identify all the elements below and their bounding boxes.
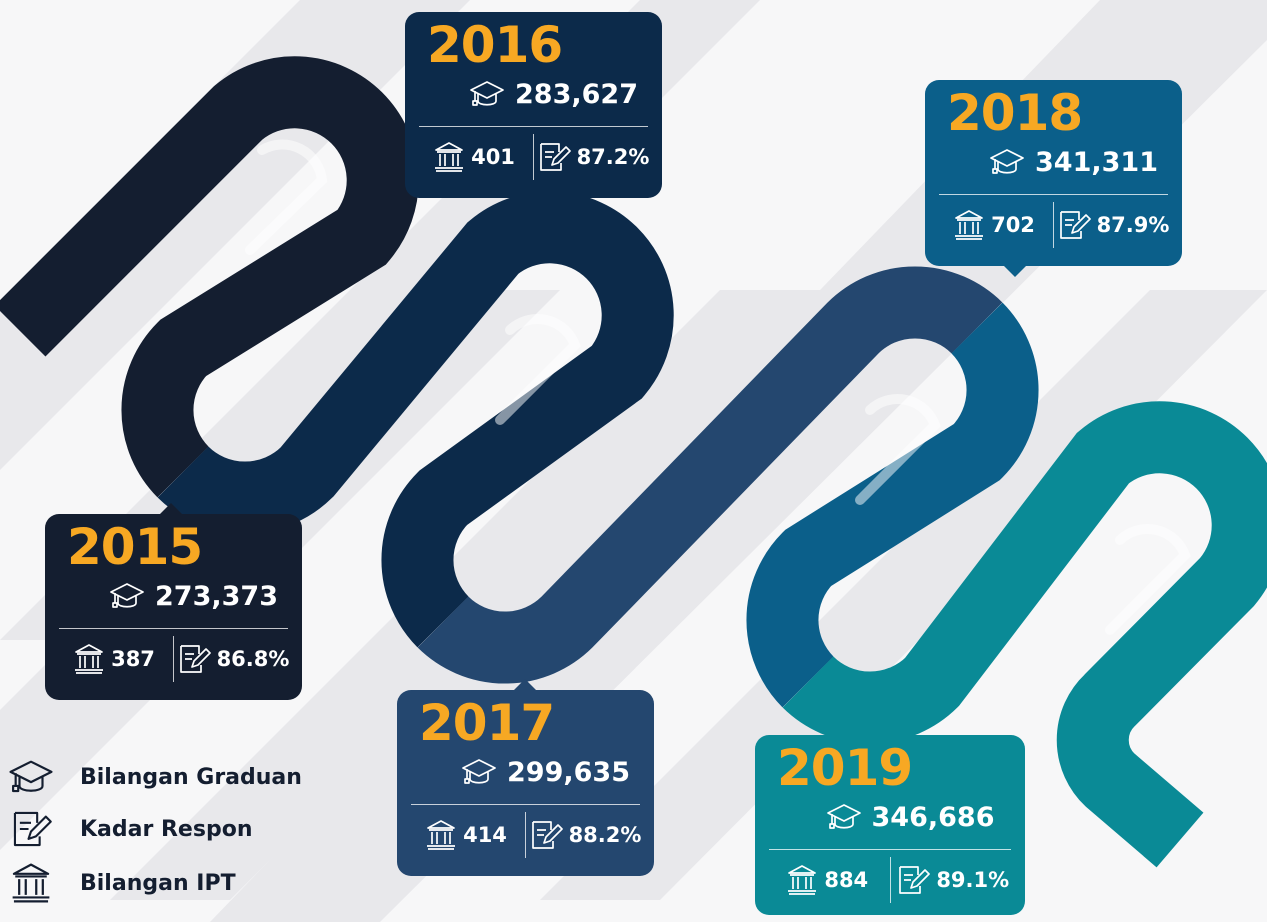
institution-icon bbox=[433, 141, 465, 173]
card-pointer bbox=[542, 198, 564, 209]
card-pointer bbox=[514, 679, 536, 690]
separator bbox=[769, 849, 1011, 850]
institution-icon bbox=[953, 209, 985, 241]
year: 2019 bbox=[777, 739, 912, 797]
institutions-value: 884 bbox=[824, 868, 868, 892]
response-icon bbox=[537, 140, 571, 174]
graduate-icon bbox=[109, 580, 145, 612]
legend-icon bbox=[8, 808, 58, 850]
graduates-row: 341,311 bbox=[925, 146, 1182, 178]
graduates-row: 273,373 bbox=[45, 580, 302, 612]
response-icon bbox=[529, 818, 563, 852]
card-pointer bbox=[160, 503, 182, 514]
response-rate-value: 87.2% bbox=[577, 145, 650, 169]
graduate-icon bbox=[989, 146, 1025, 178]
stats-row: 414 88.2% bbox=[407, 810, 644, 860]
legend-icon bbox=[8, 756, 58, 798]
response-rate-value: 86.8% bbox=[217, 647, 290, 671]
response-rate: 89.1% bbox=[891, 863, 1016, 897]
institutions-value: 387 bbox=[111, 647, 155, 671]
year-card: 2019 346,686 884 89.1% bbox=[755, 735, 1025, 915]
response-icon bbox=[896, 863, 930, 897]
legend-label: Bilangan Graduan bbox=[80, 765, 302, 790]
institution-icon bbox=[786, 864, 818, 896]
graduates-row: 283,627 bbox=[405, 78, 662, 110]
graduates-value: 346,686 bbox=[872, 802, 995, 833]
institutions: 702 bbox=[935, 209, 1053, 241]
graduate-icon bbox=[826, 801, 862, 833]
year-card: 2016 283,627 401 87.2% bbox=[405, 12, 662, 198]
year: 2017 bbox=[419, 694, 554, 752]
legend-item: Bilangan Graduan bbox=[8, 756, 302, 798]
institution-icon bbox=[8, 862, 54, 904]
graduate-icon bbox=[469, 78, 505, 110]
year-card: 2015 273,373 387 86.8% bbox=[45, 514, 302, 700]
response-rate-value: 89.1% bbox=[936, 868, 1009, 892]
graduates-value: 299,635 bbox=[507, 757, 630, 788]
legend-item: Kadar Respon bbox=[8, 808, 252, 850]
graduates-row: 346,686 bbox=[755, 801, 1025, 833]
graduate-icon bbox=[8, 756, 54, 798]
response-icon bbox=[177, 642, 211, 676]
page: 2015273,37338786.8%2016283,62740187.2%20… bbox=[0, 0, 1267, 922]
graduates-value: 283,627 bbox=[515, 79, 638, 110]
institutions: 387 bbox=[55, 643, 173, 675]
year-card: 2018 341,311 702 87.9% bbox=[925, 80, 1182, 266]
stats-row: 884 89.1% bbox=[765, 855, 1015, 905]
response-icon bbox=[1057, 208, 1091, 242]
separator bbox=[411, 804, 640, 805]
institutions: 414 bbox=[407, 819, 525, 851]
graduates-row: 299,635 bbox=[397, 756, 654, 788]
graduate-icon bbox=[461, 756, 497, 788]
institution-icon bbox=[425, 819, 457, 851]
card-pointer bbox=[1004, 266, 1026, 277]
response-rate: 87.9% bbox=[1054, 208, 1172, 242]
stats-row: 401 87.2% bbox=[415, 132, 652, 182]
year-card: 2017 299,635 414 88.2% bbox=[397, 690, 654, 876]
year: 2016 bbox=[427, 16, 562, 74]
institutions-value: 414 bbox=[463, 823, 507, 847]
separator bbox=[939, 194, 1168, 195]
graduates-value: 273,373 bbox=[155, 581, 278, 612]
institutions-value: 401 bbox=[471, 145, 515, 169]
response-rate-value: 88.2% bbox=[569, 823, 642, 847]
year: 2015 bbox=[67, 518, 202, 576]
response-icon bbox=[8, 808, 54, 850]
response-rate: 87.2% bbox=[534, 140, 652, 174]
institution-icon bbox=[73, 643, 105, 675]
legend-icon bbox=[8, 862, 58, 904]
year: 2018 bbox=[947, 84, 1082, 142]
institutions-value: 702 bbox=[991, 213, 1035, 237]
graduates-value: 341,311 bbox=[1035, 147, 1158, 178]
separator bbox=[59, 628, 288, 629]
institutions: 401 bbox=[415, 141, 533, 173]
response-rate: 86.8% bbox=[174, 642, 292, 676]
stats-row: 702 87.9% bbox=[935, 200, 1172, 250]
legend-label: Bilangan IPT bbox=[80, 871, 236, 896]
legend-label: Kadar Respon bbox=[80, 817, 252, 842]
institutions: 884 bbox=[765, 864, 890, 896]
response-rate-value: 87.9% bbox=[1097, 213, 1170, 237]
response-rate: 88.2% bbox=[526, 818, 644, 852]
stats-row: 387 86.8% bbox=[55, 634, 292, 684]
separator bbox=[419, 126, 648, 127]
legend-item: Bilangan IPT bbox=[8, 862, 236, 904]
